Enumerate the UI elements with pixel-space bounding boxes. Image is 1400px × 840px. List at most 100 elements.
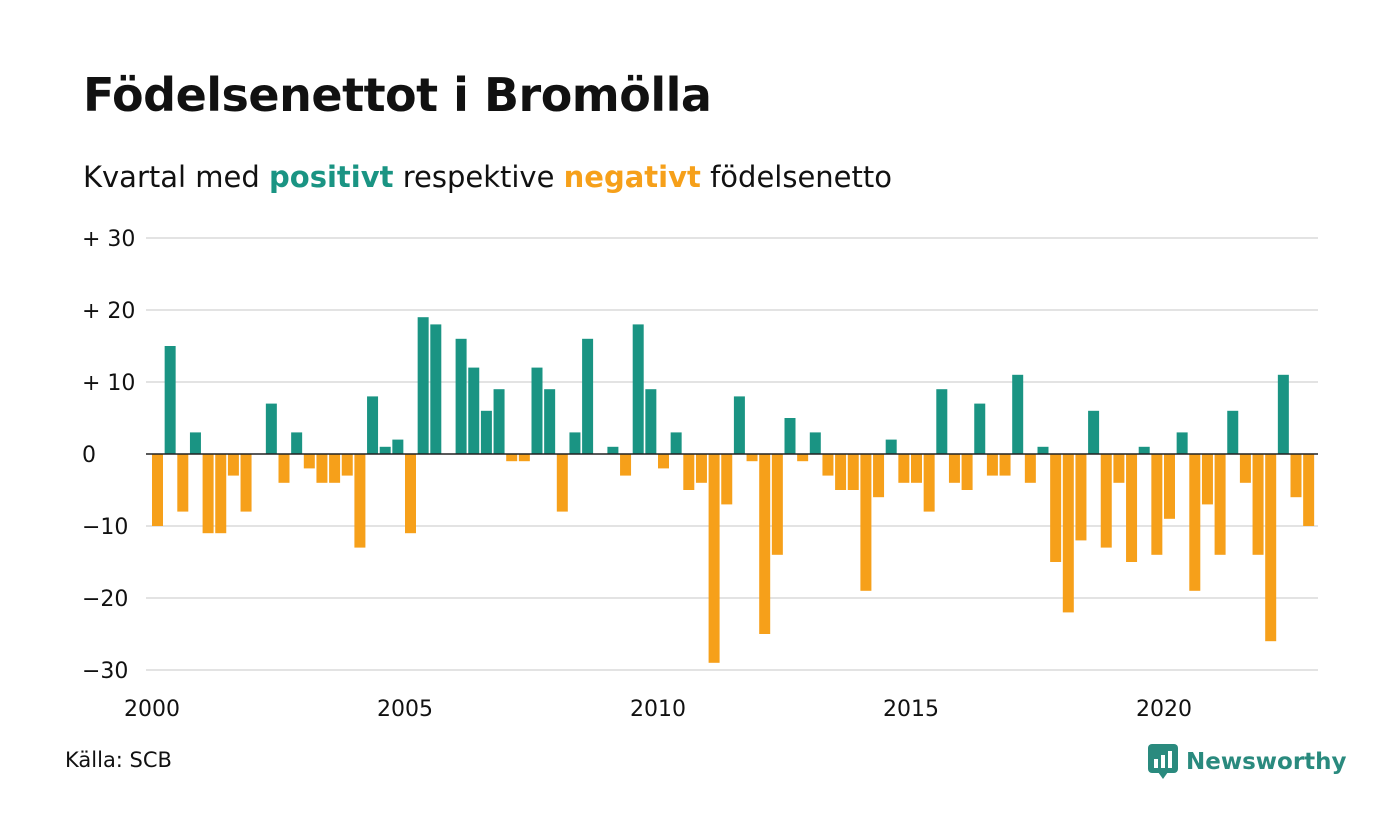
bar [1151, 454, 1163, 555]
bar [291, 432, 303, 454]
bar [240, 454, 252, 512]
bar [202, 454, 214, 534]
grid-layer [146, 237, 1318, 671]
bar [1227, 410, 1239, 454]
bar [1176, 432, 1188, 454]
bar [1088, 410, 1100, 454]
bar [733, 396, 745, 454]
chart-title: Födelsenettot i Bromölla [83, 68, 712, 122]
bar [873, 454, 885, 498]
bar [493, 389, 505, 454]
bar [1277, 374, 1289, 454]
y-tick-label: + 20 [82, 299, 135, 324]
bar [809, 432, 821, 454]
bar [1290, 454, 1302, 498]
bar [797, 454, 809, 462]
bar [164, 346, 176, 454]
y-tick-label: + 10 [82, 371, 135, 396]
x-tick-label: 2015 [883, 697, 939, 722]
bar [569, 432, 581, 454]
bar [1138, 446, 1150, 454]
bar [1126, 454, 1138, 562]
bar [708, 454, 720, 663]
y-tick-label: −20 [82, 587, 128, 612]
y-tick-label: + 30 [82, 227, 135, 252]
bar [986, 454, 998, 476]
subtitle-middle: respektive [402, 160, 555, 194]
brand-logo: Newsworthy [1148, 743, 1347, 781]
y-tick-label: 0 [82, 443, 96, 468]
bar [582, 338, 594, 454]
bar [961, 454, 973, 490]
bar [278, 454, 290, 483]
bar [177, 454, 189, 512]
bar [227, 454, 239, 476]
bar [1265, 454, 1277, 642]
subtitle-prefix: Kvartal med [83, 160, 260, 194]
bar [784, 418, 796, 454]
bar [405, 454, 416, 534]
subtitle-negative-word: negativt [563, 160, 701, 194]
bar [518, 454, 530, 462]
bar [1113, 454, 1125, 483]
bar [885, 439, 897, 454]
label-layer: + 30 + 20 + 10 0 −10 −20 −30 2000 2005 2010 2015 20… [82, 227, 1192, 722]
bar [417, 317, 429, 454]
bar [1012, 374, 1024, 454]
bar [354, 454, 366, 548]
bar [771, 454, 783, 555]
bar [898, 454, 910, 483]
bar [1050, 454, 1062, 562]
bar [746, 454, 758, 462]
bar-chart-speech-bubble-icon [1148, 744, 1178, 779]
bar [860, 454, 872, 591]
bar [215, 454, 227, 534]
subtitle-suffix: födelsenetto [710, 160, 892, 194]
bar [632, 324, 644, 454]
bar [379, 446, 391, 454]
bar-chart: + 30 + 20 + 10 0 −10 −20 −30 2000 2005 2010 2015 20… [82, 227, 1318, 722]
bar [341, 454, 353, 476]
brand-name: Newsworthy [1186, 749, 1347, 775]
y-tick-label: −30 [82, 659, 128, 684]
bar [948, 454, 960, 483]
bar [1189, 454, 1201, 591]
bar [645, 389, 657, 454]
bar [1239, 454, 1251, 483]
bar [695, 454, 707, 483]
bar [721, 454, 733, 505]
bar [658, 454, 669, 469]
bar [392, 439, 404, 454]
x-tick-label: 2020 [1136, 697, 1192, 722]
bar [683, 454, 695, 490]
bar [455, 338, 467, 454]
bar [1075, 454, 1087, 541]
bar [822, 454, 834, 476]
bar [923, 454, 935, 512]
bar [974, 403, 986, 454]
bar [544, 389, 556, 454]
bar [480, 410, 492, 454]
bar [1024, 454, 1036, 483]
bar [847, 454, 859, 490]
bar [152, 454, 163, 526]
chart-subtitle: Kvartal med positivt respektive negativt… [83, 160, 892, 194]
bar-layer [152, 317, 1315, 663]
bar [468, 367, 480, 454]
bar [1201, 454, 1213, 505]
bar [670, 432, 682, 454]
bar [1164, 454, 1175, 519]
bar [316, 454, 328, 483]
x-tick-label: 2010 [630, 697, 686, 722]
x-tick-label: 2000 [124, 697, 180, 722]
bar [189, 432, 201, 454]
bar [607, 446, 619, 454]
bar [759, 454, 771, 634]
bar [999, 454, 1011, 476]
bar [911, 454, 922, 483]
bar [1037, 446, 1049, 454]
bar [265, 403, 277, 454]
bar [1214, 454, 1226, 555]
x-tick-label: 2005 [377, 697, 433, 722]
bar [506, 454, 518, 462]
